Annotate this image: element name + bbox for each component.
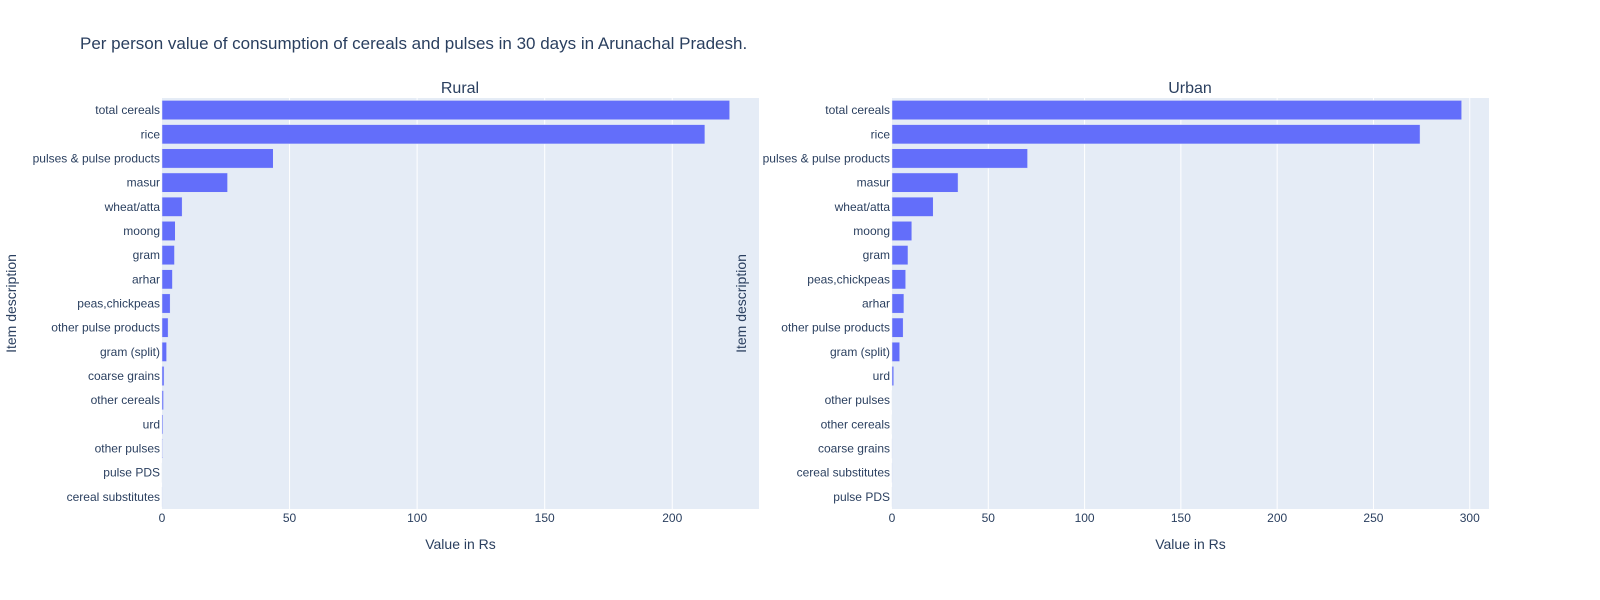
rural-bar — [161, 438, 163, 459]
rural-y-tick-label: gram — [133, 248, 160, 262]
urban-x-tick-label: 50 — [982, 511, 996, 525]
urban-y-tick-label: cereal substitutes — [797, 466, 890, 480]
rural-bar — [161, 245, 175, 266]
urban-x-tick-label: 100 — [1075, 511, 1095, 525]
rural-bar — [161, 196, 183, 217]
rural-bar — [161, 100, 730, 121]
urban-y-tick-label: other pulse products — [781, 321, 890, 335]
urban-y-tick-label: urd — [873, 369, 890, 383]
chart-title: Per person value of consumption of cerea… — [80, 34, 748, 53]
urban-x-tick-label: 200 — [1267, 511, 1287, 525]
rural-y-tick-label: gram (split) — [100, 345, 160, 359]
urban-y-tick-label: gram — [863, 248, 890, 262]
rural-bar — [161, 341, 167, 362]
urban-y-tick-label: peas,chickpeas — [807, 272, 890, 286]
rural-x-tick-label: 0 — [159, 511, 166, 525]
urban-x-tick-label: 300 — [1460, 511, 1480, 525]
rural-x-axis-title: Value in Rs — [425, 536, 496, 552]
rural-bar — [161, 172, 228, 193]
urban-y-tick-label: other cereals — [821, 417, 890, 431]
rural-y-tick-label: wheat/atta — [104, 200, 161, 214]
rural-y-tick-label: pulses & pulse products — [33, 151, 160, 165]
urban-y-tick-label: moong — [853, 224, 890, 238]
urban-bar — [891, 317, 904, 338]
rural-y-tick-label: cereal substitutes — [67, 490, 160, 504]
urban-y-axis-title: Item description — [733, 254, 749, 353]
urban-subplot-title: Urban — [1168, 80, 1212, 97]
rural-y-tick-label: rice — [141, 127, 161, 141]
rural-bar — [161, 366, 165, 386]
urban-bar — [891, 196, 934, 217]
urban-x-tick-label: 150 — [1171, 511, 1191, 525]
rural-y-tick-label: pulse PDS — [103, 466, 160, 480]
rural-y-tick-label: arhar — [132, 272, 160, 286]
urban-y-tick-label: pulse PDS — [833, 490, 890, 504]
urban-y-tick-label: masur — [857, 176, 890, 190]
rural-subplot-title: Rural — [441, 80, 479, 97]
urban-y-tick-label: other pulses — [825, 393, 890, 407]
rural-y-tick-label: total cereals — [95, 103, 160, 117]
urban-y-tick-label: coarse grains — [818, 442, 890, 456]
rural-bar — [161, 221, 176, 241]
rural-bar — [161, 124, 706, 145]
urban-bar — [891, 172, 959, 193]
rural-bar — [161, 148, 274, 169]
rural-bar — [161, 414, 164, 435]
urban-bar — [891, 269, 906, 290]
urban-y-tick-label: arhar — [862, 297, 890, 311]
rural-bar — [161, 390, 164, 411]
rural-y-tick-label: other pulses — [95, 442, 160, 456]
urban-y-tick-label: total cereals — [825, 103, 890, 117]
rural-bar — [161, 317, 169, 338]
rural-x-tick-label: 100 — [407, 511, 427, 525]
rural-y-tick-label: other pulse products — [51, 321, 160, 335]
rural-x-tick-label: 50 — [283, 511, 297, 525]
rural-bar — [161, 293, 171, 314]
urban-y-tick-label: gram (split) — [830, 345, 890, 359]
urban-x-tick-label: 0 — [889, 511, 896, 525]
rural-y-tick-label: urd — [143, 417, 160, 431]
urban-x-tick-label: 250 — [1363, 511, 1383, 525]
urban-bar — [891, 341, 900, 362]
rural-y-tick-label: masur — [127, 176, 160, 190]
urban-bar — [891, 124, 1421, 145]
urban-bar — [891, 221, 913, 241]
urban-x-axis-title: Value in Rs — [1155, 536, 1226, 552]
urban-bar — [891, 366, 894, 386]
rural-x-tick-label: 150 — [535, 511, 555, 525]
rural-x-tick-label: 200 — [662, 511, 682, 525]
urban-bar — [891, 293, 905, 314]
urban-y-tick-label: pulses & pulse products — [763, 151, 890, 165]
urban-y-tick-label: wheat/atta — [834, 200, 891, 214]
rural-y-tick-label: moong — [123, 224, 160, 238]
urban-bar — [891, 245, 909, 266]
rural-y-tick-label: coarse grains — [88, 369, 160, 383]
rural-bar — [161, 269, 173, 290]
rural-y-tick-label: other cereals — [91, 393, 160, 407]
urban-bar — [891, 100, 1462, 121]
rural-y-tick-label: peas,chickpeas — [77, 297, 160, 311]
urban-y-tick-label: rice — [871, 127, 891, 141]
urban-bar — [891, 148, 1028, 169]
rural-y-axis-title: Item description — [3, 254, 19, 353]
